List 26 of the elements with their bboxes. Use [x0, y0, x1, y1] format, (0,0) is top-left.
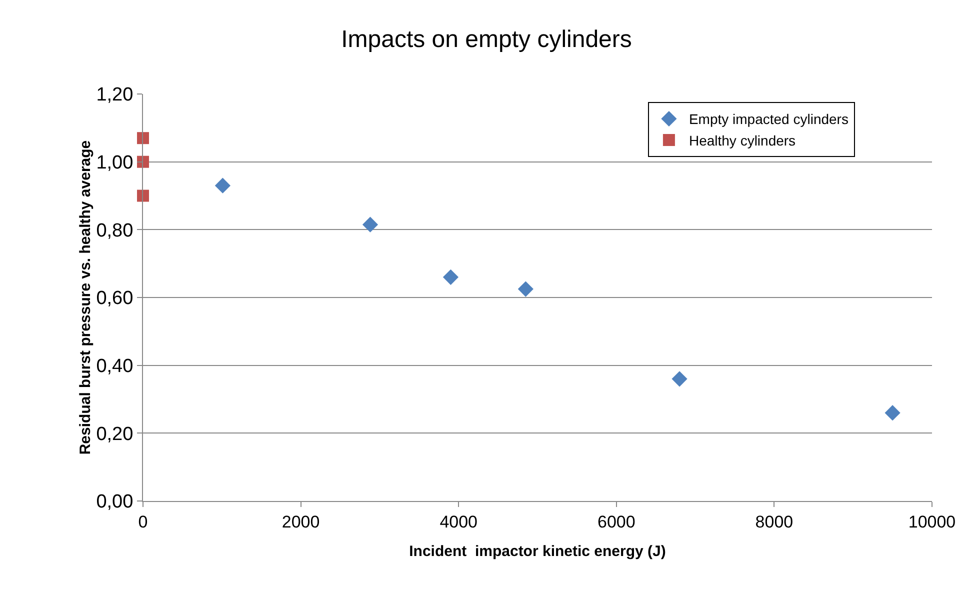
x-axis-title: Incident impactor kinetic energy (J) [409, 543, 666, 560]
x-tick-label: 4000 [440, 512, 478, 532]
point [518, 281, 534, 297]
point [137, 190, 149, 202]
y-tick-label: 0,40 [96, 356, 134, 377]
legend-label: Healthy cylinders [688, 132, 796, 148]
x-tick-label: 0 [138, 512, 148, 532]
y-tick-label: 0,00 [96, 492, 134, 513]
x-tick-label: 2000 [282, 512, 320, 532]
chart-title: Impacts on empty cylinders [341, 26, 632, 54]
point [672, 371, 688, 387]
point [137, 132, 149, 144]
y-tick-label: 1,00 [96, 152, 134, 174]
y-tick-label: 0,80 [96, 220, 134, 242]
point [214, 178, 230, 194]
y-tick-label: 0,20 [96, 424, 134, 445]
y-tick-label: 1,20 [96, 84, 134, 106]
x-tick-label: 6000 [597, 512, 636, 532]
x-tick-label: 8000 [755, 512, 794, 532]
x-tick-label: 10000 [908, 512, 956, 532]
point [884, 405, 900, 421]
y-axis-title: Residual burst pressure vs. healthy average [77, 140, 94, 455]
point [442, 269, 459, 285]
legend-label: Empty impacted cylinders [688, 111, 848, 128]
point [362, 216, 378, 232]
y-tick-label: 0,60 [96, 288, 134, 310]
